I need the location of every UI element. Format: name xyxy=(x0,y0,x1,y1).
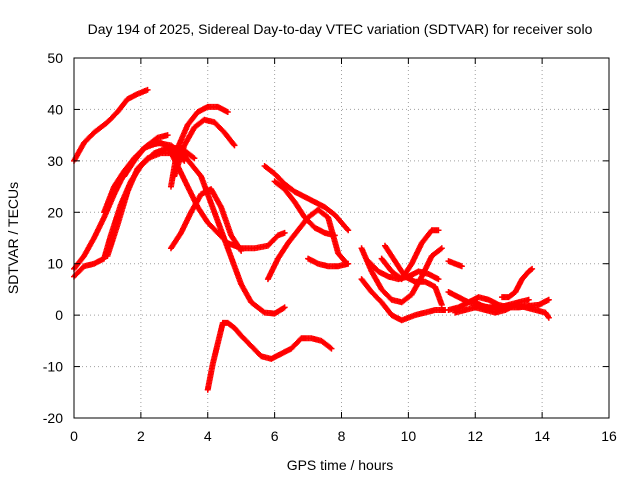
data-points xyxy=(71,86,552,393)
series-arc21 xyxy=(445,258,465,270)
ticks: 0 2 4 6 8 10 12 14 16 -20 -10 0 10 20 30 40 50 xyxy=(43,50,617,444)
y-tick-label: 50 xyxy=(47,50,63,66)
data-point xyxy=(144,86,151,93)
x-tick-label: 10 xyxy=(401,428,417,444)
series-arc10 xyxy=(164,142,288,252)
x-tick-label: 16 xyxy=(601,428,617,444)
data-point xyxy=(331,232,338,239)
x-tick-label: 12 xyxy=(467,428,483,444)
data-point xyxy=(527,266,534,273)
series-arc8 xyxy=(171,116,238,180)
y-tick-label: 10 xyxy=(47,256,63,272)
data-point xyxy=(438,245,445,252)
series-arc11 xyxy=(204,319,335,393)
data-point xyxy=(529,265,536,272)
x-tick-label: 8 xyxy=(338,428,346,444)
data-point xyxy=(190,154,197,161)
x-tick-label: 2 xyxy=(137,428,145,444)
y-tick-label: -10 xyxy=(43,359,63,375)
series-arc14 xyxy=(271,178,338,239)
series-arc25 xyxy=(472,299,552,321)
data-point xyxy=(345,227,352,234)
data-point xyxy=(281,304,288,311)
data-point xyxy=(344,226,351,233)
series-arc1 xyxy=(71,86,151,164)
y-tick-label: 0 xyxy=(55,307,63,323)
series-arc20 xyxy=(381,242,445,308)
x-axis-label: GPS time / hours xyxy=(287,457,394,473)
data-point xyxy=(435,276,442,283)
series-arc15 xyxy=(305,255,352,270)
data-point xyxy=(458,263,465,270)
data-point xyxy=(545,314,552,321)
y-tick-label: 20 xyxy=(47,204,63,220)
data-point xyxy=(224,109,231,115)
data-point xyxy=(231,142,238,149)
x-tick-label: 14 xyxy=(534,428,550,444)
data-point xyxy=(230,141,237,148)
y-tick-label: 40 xyxy=(47,101,63,117)
data-point xyxy=(345,260,352,267)
y-axis-label: SDTVAR / TECUs xyxy=(5,182,21,294)
data-point xyxy=(191,155,198,162)
data-point xyxy=(164,132,171,139)
series-arc17 xyxy=(358,276,449,324)
data-point xyxy=(328,345,335,352)
x-tick-label: 4 xyxy=(204,428,212,444)
y-tick-label: 30 xyxy=(47,153,63,169)
y-tick-label: -20 xyxy=(43,410,63,426)
data-point xyxy=(525,296,532,303)
data-point xyxy=(438,301,445,308)
series-arc13 xyxy=(261,163,352,234)
x-tick-label: 6 xyxy=(271,428,279,444)
x-tick-label: 0 xyxy=(70,428,78,444)
chart-title: Day 194 of 2025, Sidereal Day-to-day VTE… xyxy=(88,21,593,37)
data-point xyxy=(281,229,288,236)
data-point xyxy=(435,227,442,234)
series-arc26 xyxy=(499,265,536,301)
data-point xyxy=(545,296,552,303)
